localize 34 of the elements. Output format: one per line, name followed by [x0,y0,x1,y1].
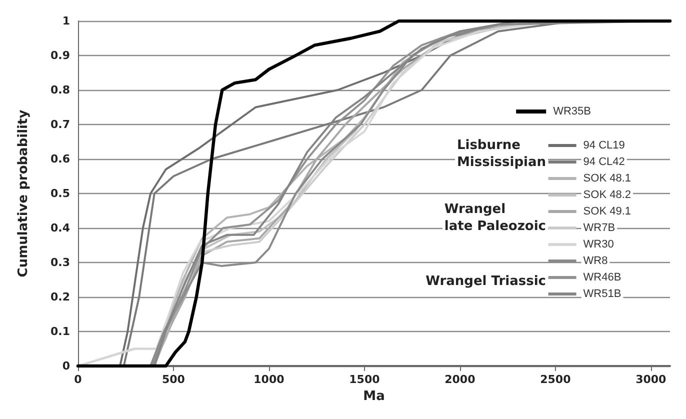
annotation: Wrangel late Paleozoic [444,202,546,234]
y-tick-label: 1 [62,14,70,28]
y-tick-label: 0.2 [50,290,70,304]
y-tick-label: 0 [62,360,70,372]
legend-label: WR35B [553,106,592,118]
annotation: Lisburne Mississipian [456,138,546,170]
legend-label: WR51B [583,288,622,300]
legend-label: WR7B [583,222,616,234]
legend-label: SOK 49.1 [583,206,632,218]
y-tick-label: 0.6 [50,152,70,166]
annotation: Wrangel Triassic [426,274,546,289]
legend-label: SOK 48.1 [583,172,632,184]
y-tick-label: 0.3 [50,256,70,269]
legend-label: 94 CL19 [583,140,625,152]
x-tick-label: 3000 [636,373,667,386]
x-tick-label: 2000 [444,373,476,386]
y-tick-label: 0.8 [50,84,70,96]
y-tick-label: 0.7 [50,118,70,131]
y-tick-label: 0.1 [50,325,70,338]
y-tick-label: 0.9 [50,49,70,62]
x-tick-label: 2500 [540,373,572,386]
x-tick-label: 1000 [254,373,285,386]
x-tick-label: 500 [162,373,186,386]
x-tick-label: 0 [74,373,82,386]
y-tick-label: 0.4 [50,222,70,234]
legend-label: 94 CL42 [583,156,625,168]
legend-label: WR8 [583,255,608,267]
x-tick-label: 1500 [349,373,380,386]
x-axis-title: Ma [363,389,385,404]
legend-label: WR30 [583,238,614,250]
legend-label: SOK 48.2 [583,189,632,201]
legend-label: WR46B [583,272,622,284]
y-tick-label: 0.5 [50,187,70,200]
y-axis-title: Cumulative probability [16,109,31,278]
